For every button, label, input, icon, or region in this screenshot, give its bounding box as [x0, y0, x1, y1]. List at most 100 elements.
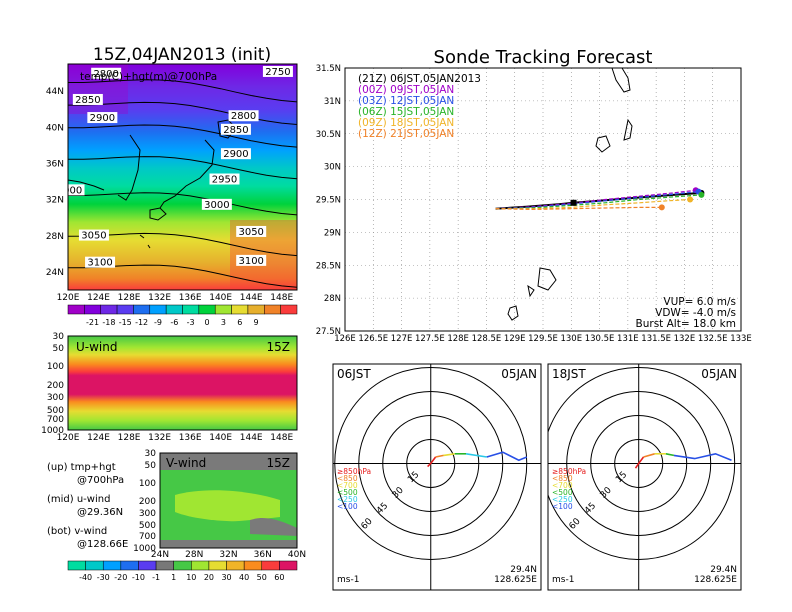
colorbar-label: 3	[221, 318, 226, 327]
legend-note-sub: @29.36N	[77, 507, 123, 518]
hodograph-segment	[435, 454, 444, 458]
track-legend-entry: (12Z) 21JST,05JAN	[358, 128, 454, 140]
lat-tick-label: 28.5N	[316, 261, 341, 271]
lat-tick-label: 30.5N	[316, 130, 341, 140]
contour-label: 2750	[265, 67, 290, 78]
pressure-legend-entry: ≥850hPa	[552, 467, 586, 476]
colorbar-swatch	[191, 560, 210, 571]
pressure-tick-label: 50	[53, 344, 65, 354]
temp-map-frame	[67, 63, 298, 291]
colorbar-swatch	[182, 304, 200, 315]
colorbar-swatch	[155, 560, 174, 571]
hodograph-time: 18JST	[552, 367, 586, 381]
lat-tick-label: 29.5N	[316, 196, 341, 206]
lon-tick-label: 128E	[447, 334, 469, 344]
lon-tick-label: 132E	[148, 433, 171, 443]
pressure-tick-label: 100	[139, 479, 156, 489]
lon-tick-label: 127E	[391, 334, 413, 344]
colorbar-label: -30	[97, 573, 110, 582]
track-mid-marker	[570, 199, 577, 206]
contour-label-bg	[87, 112, 118, 124]
lon-tick-label: 120E	[57, 433, 80, 443]
pressure-tick-label: 500	[139, 521, 156, 531]
contour-label: 2850	[223, 125, 248, 136]
lon-tick-label: 144E	[240, 293, 263, 303]
track-series-line	[495, 206, 662, 211]
contour-line	[68, 124, 297, 148]
colorbar-label: 0	[204, 318, 209, 327]
lat-tick-label: 24N	[46, 268, 64, 278]
temp-lon-labels: 120E 124E 128E 132E 136E 140E 144E 148E	[57, 293, 294, 303]
lat-tick-label: 36N	[254, 550, 272, 560]
pressure-legend-entry: <850	[337, 474, 358, 483]
hodograph-lon: 128.625E	[694, 575, 737, 585]
pressure-legend-entry: <100	[337, 502, 358, 511]
lon-tick-label: 131.5E	[641, 334, 671, 344]
lon-tick-label: 128.5E	[472, 334, 502, 344]
contour-label: 3000	[57, 185, 82, 196]
contour-label: 2850	[75, 95, 100, 106]
colorbar-swatch	[67, 304, 85, 315]
contour-label: 2900	[223, 149, 248, 160]
track-end-point	[687, 196, 694, 203]
pressure-legend-entry: <700	[337, 481, 358, 490]
lon-tick-label: 128E	[118, 433, 141, 443]
hodograph-segment	[465, 453, 487, 458]
contour-line	[68, 192, 297, 216]
lon-tick-label: 144E	[240, 433, 263, 443]
hodograph-segment	[443, 453, 455, 457]
hodograph-lat: 29.4N	[510, 565, 537, 575]
colorbar-label: 40	[239, 573, 249, 582]
hodograph-segment	[427, 456, 437, 468]
colorbar-label: -15	[119, 318, 132, 327]
contour-label-bg	[78, 229, 109, 241]
contour-label-bg	[85, 256, 116, 268]
track-lines	[495, 187, 705, 211]
lat-tick-label: 44N	[46, 87, 64, 97]
pressure-tick-label: 1000	[133, 544, 156, 554]
contour-label-bg	[262, 65, 293, 77]
info-vup: VUP= 6.0 m/s	[663, 296, 736, 308]
colorbar-swatch	[247, 304, 265, 315]
colorbar-swatch	[149, 304, 167, 315]
colorbar-swatch	[243, 560, 263, 571]
contour-label: 2950	[212, 175, 237, 186]
track-map: 31.5N 31N 30.5N 30N 29.5N 29N 28.5N 28N 27.5N 12…	[316, 64, 752, 344]
colorbar-swatch	[133, 304, 151, 315]
pressure-legend-entry: <250	[337, 495, 358, 504]
left-title: 15Z,04JAN2013 (init)	[93, 45, 271, 65]
colorbar-label: -21	[86, 318, 99, 327]
colorbar-swatch	[198, 304, 216, 315]
contour-label-bg	[220, 123, 251, 135]
lat-tick-label: 28N	[46, 232, 64, 242]
colorbar-label: -18	[102, 318, 115, 327]
wind-colorbar: -40 -30 -20 -10 -1 1 10 20 30 40 50 60	[67, 560, 298, 582]
contour-label-bg	[228, 110, 259, 122]
track-info: VUP= 6.0 m/s VDW= -4.0 m/s Burst Alt= 18…	[636, 296, 736, 330]
pressure-tick-label: 700	[139, 532, 156, 542]
hodograph-lat: 29.4N	[710, 565, 737, 575]
lat-tick-label: 30N	[324, 163, 341, 173]
contour-label: 2900	[90, 113, 115, 124]
pressure-tick-label: 300	[139, 509, 156, 519]
track-legend-entry: (03Z) 12JST,05JAN	[358, 95, 454, 107]
legend-note-title: (bot) v-wind	[47, 526, 107, 537]
lat-tick-label: 36N	[46, 159, 64, 169]
track-legend-entry: (21Z) 06JST,05JAN2013	[358, 73, 481, 85]
lon-tick-label: 124E	[87, 433, 110, 443]
pressure-tick-label: 30	[53, 332, 65, 342]
track-legend-entry: (00Z) 09JST,05JAN	[358, 84, 454, 96]
v-wind-time: 15Z	[267, 456, 291, 470]
lon-tick-label: 136E	[179, 433, 202, 443]
track-lon-labels: 126E 126.5E 127E 127.5E 128E 128.5E 129E 129.5E…	[334, 334, 752, 344]
contour-label: 2800	[93, 69, 118, 80]
colorbar-label: 20	[204, 573, 214, 582]
legend-note-sub: @700hPa	[77, 475, 124, 486]
lon-tick-label: 126E	[334, 334, 356, 344]
temp-lat-labels: 44N 40N 36N 32N 28N 24N	[46, 87, 64, 278]
colorbar-swatch	[261, 560, 280, 571]
lat-tick-label: 28N	[324, 294, 341, 304]
lon-tick-label: 127.5E	[415, 334, 445, 344]
